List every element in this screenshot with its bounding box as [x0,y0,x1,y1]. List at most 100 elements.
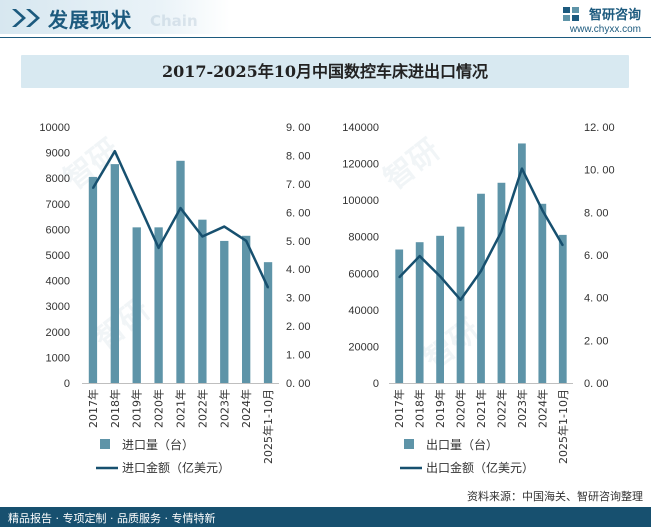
y-left-tick-label: 40000 [348,305,379,317]
bar [176,160,185,383]
legend-bar-label: 进口量（台） [122,437,194,452]
bar [497,182,506,383]
line-point [521,167,523,170]
bar [456,226,465,383]
y-left-tick-label: 140000 [342,122,379,134]
x-tick-label: 2021年 [474,389,488,428]
footer-slogan: 精品报告 · 专项定制 · 品质服务 · 专情特新 [8,512,216,525]
line-point [135,198,138,201]
y-left-tick-label: 4000 [46,276,70,288]
y-left-tick-label: 8000 [46,173,70,185]
y-right-tick-label: 0. 00 [584,378,608,390]
y-right-tick-label: 2. 00 [286,321,310,333]
x-tick-label: 2025年1-10月 [556,389,570,464]
page-footer: 精品报告 · 专项定制 · 品质服务 · 专情特新 资料来源：中国海关、智研咨询… [0,490,651,527]
x-tick-label: 2025年1-10月 [261,389,275,464]
data-source: 资料来源：中国海关、智研咨询整理 [467,490,643,503]
section-title: 发展现状 [48,8,132,32]
y-right-tick-label: 5. 00 [286,236,310,248]
line-point [223,225,226,228]
y-left-tick-label: 120000 [342,159,379,171]
legend-line-label: 进口金额（亿美元） [122,460,230,475]
line-point [92,187,94,189]
line-point [459,299,462,301]
line-point [500,230,503,233]
y-right-tick-label: 2. 00 [584,335,608,347]
line-point [561,244,564,247]
x-tick-label: 2018年 [413,389,427,428]
line-point [398,276,401,279]
line-point [201,235,204,238]
bar [88,176,98,383]
page-header: 发展现状 智研咨询 www.chyxx.com [0,0,651,38]
brand-block: 智研咨询 www.chyxx.com [562,3,641,35]
legend-bar-label: 出口量（台） [426,437,498,452]
y-left-tick-label: 0 [373,378,379,390]
bar [198,219,207,383]
line-point [418,255,421,257]
bar [518,143,526,383]
line-point [157,247,160,249]
y-left-tick-label: 1000 [46,352,70,364]
y-right-tick-label: 10. 00 [584,165,615,177]
bar [263,262,273,383]
y-left-tick-label: 10000 [39,122,70,134]
y-left-tick-label: 5000 [46,250,70,262]
y-right-tick-label: 4. 00 [584,293,608,305]
x-tick-label: 2018年 [108,389,122,428]
bar [415,242,424,383]
y-right-tick-label: 6. 00 [286,207,310,219]
bar [110,164,119,383]
y-left-tick-label: 2000 [46,327,70,339]
y-left-tick-label: 100000 [342,195,379,207]
bar [242,235,251,383]
y-right-tick-label: 0. 00 [286,378,310,390]
bar [538,203,547,383]
bar [154,227,163,383]
chart-title-banner: 2017-2025年10月中国数控车床进出口情况 [21,55,629,88]
y-left-tick-label: 7000 [46,199,70,211]
bar [132,227,141,383]
y-left-tick-label: 20000 [348,341,379,353]
line-point [179,207,182,209]
line-point [439,275,441,278]
y-right-tick-label: 6. 00 [584,250,608,262]
line-point [267,286,269,289]
y-right-tick-label: 9. 00 [286,122,310,134]
bar [220,240,229,383]
y-right-tick-label: 8. 00 [584,207,608,219]
x-tick-label: 2020年 [152,389,166,428]
double-chevron-icon [12,9,40,27]
bar [395,249,404,383]
y-right-tick-label: 12. 00 [584,122,615,134]
y-left-tick-label: 0 [64,378,70,390]
brand-name: 智研咨询 [588,8,641,23]
x-tick-label: 2022年 [195,389,209,428]
y-right-tick-label: 3. 00 [286,293,310,305]
header-divider [0,37,651,38]
x-tick-label: 2024年 [535,389,549,428]
brand-logo-icon [562,6,579,21]
bar [436,235,444,383]
y-left-tick-label: 9000 [46,148,70,160]
y-left-tick-label: 80000 [348,232,379,244]
x-tick-label: 2017年 [392,389,406,428]
y-right-tick-label: 8. 00 [286,150,310,162]
x-tick-label: 2021年 [174,389,188,428]
x-tick-label: 2017年 [86,389,100,428]
y-right-tick-label: 1. 00 [286,350,310,362]
x-tick-label: 2019年 [433,389,447,428]
line-point [480,270,482,272]
legend-line-label: 出口金额（亿美元） [426,460,534,475]
y-left-tick-label: 3000 [46,301,70,313]
chart-title: 2017-2025年10月中国数控车床进出口情况 [162,62,488,81]
y-right-tick-label: 7. 00 [286,179,310,191]
legend-bar-swatch [100,439,110,449]
x-tick-label: 2024年 [239,389,253,428]
y-left-tick-label: 60000 [348,268,379,280]
x-tick-label: 2023年 [515,389,529,428]
line-point [114,150,116,152]
line-point [245,239,247,242]
legend-bar-swatch [404,439,414,449]
